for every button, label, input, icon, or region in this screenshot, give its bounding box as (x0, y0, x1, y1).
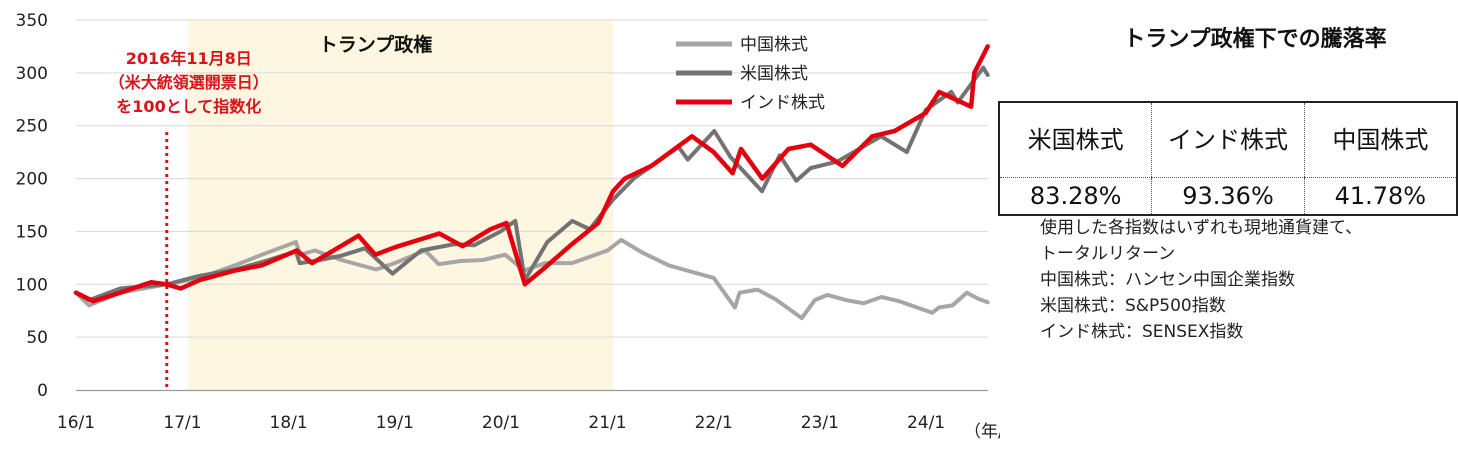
y-tick-labels: 0 50 100 150 200 250 300 350 (16, 11, 48, 401)
side-panel-title: トランプ政権下での騰落率 (1123, 27, 1387, 52)
y-tick-label: 200 (16, 170, 48, 190)
trump-period-band (188, 20, 614, 390)
x-tick-label: 24/1 (907, 413, 945, 433)
value-india-stocks: 93.36% (1151, 177, 1305, 215)
performance-table: 米国株式 インド株式 中国株式 83.28% 93.36% 41.78% (998, 101, 1458, 216)
x-tick-labels: 16/1 17/1 18/1 19/1 20/1 21/1 22/1 23/1 24/1 (57, 413, 945, 433)
annotation-line: （米大統領選開票日） (109, 73, 269, 92)
election-annotation: 2016年11月8日 （米大統領選開票日） を100として指数化 (109, 49, 269, 116)
header-india-stocks: インド株式 (1151, 102, 1305, 178)
x-tick-label: 18/1 (270, 413, 308, 433)
series-line (74, 237, 990, 321)
y-tick-label: 350 (16, 11, 48, 31)
value-us-stocks: 83.28% (1029, 182, 1122, 210)
table-value-row: 83.28% 93.36% 41.78% (999, 177, 1457, 215)
x-tick-label: 20/1 (482, 413, 520, 433)
note-line: 中国株式：ハンセン中国企業指数 (1040, 270, 1295, 290)
y-tick-label: 0 (37, 381, 48, 401)
note-line: 使用した各指数はいずれも現地通貨建て、 (1040, 218, 1363, 238)
legend-label: インド株式 (740, 93, 825, 113)
series-line (73, 44, 990, 304)
stock-index-chart: トランプ政権 0 50 100 150 200 250 300 350 16/1 17/1 18/… (16, 11, 1000, 442)
y-tick-label: 50 (26, 328, 48, 348)
value-china-stocks: 41.78% (1303, 177, 1457, 215)
note-line: 米国株式：S&P500指数 (1040, 296, 1226, 316)
legend-label: 米国株式 (740, 64, 808, 84)
y-gridlines (76, 19, 988, 338)
index-notes: 使用した各指数はいずれも現地通貨建て、 トータルリターン 中国株式：ハンセン中国… (1040, 215, 1362, 345)
note-line: トータルリターン (1040, 244, 1176, 264)
x-tick-label: 23/1 (801, 413, 839, 433)
y-tick-label: 300 (16, 64, 48, 84)
legend-label: 中国株式 (740, 35, 808, 55)
x-tick-label: 22/1 (695, 413, 733, 433)
x-tick-label: 17/1 (163, 413, 201, 433)
y-tick-label: 100 (16, 275, 48, 295)
annotation-line: を100として指数化 (116, 97, 261, 116)
annotation-line: 2016年11月8日 (126, 49, 252, 68)
series-lines (73, 44, 990, 321)
x-tick-label: 19/1 (376, 413, 414, 433)
trump-period-label: トランプ政権 (319, 33, 432, 56)
header-us-stocks: 米国株式 (999, 102, 1152, 178)
x-tick-label: 16/1 (57, 413, 95, 433)
x-axis-unit: （年/月） (964, 422, 1000, 442)
x-tick-label: 21/1 (588, 413, 626, 433)
header-china-stocks: 中国株式 (1303, 102, 1457, 178)
note-line: インド株式：SENSEX指数 (1040, 322, 1244, 342)
y-tick-label: 250 (16, 117, 48, 137)
y-tick-label: 150 (16, 222, 48, 242)
table-header-row: 米国株式 インド株式 中国株式 (999, 102, 1457, 178)
